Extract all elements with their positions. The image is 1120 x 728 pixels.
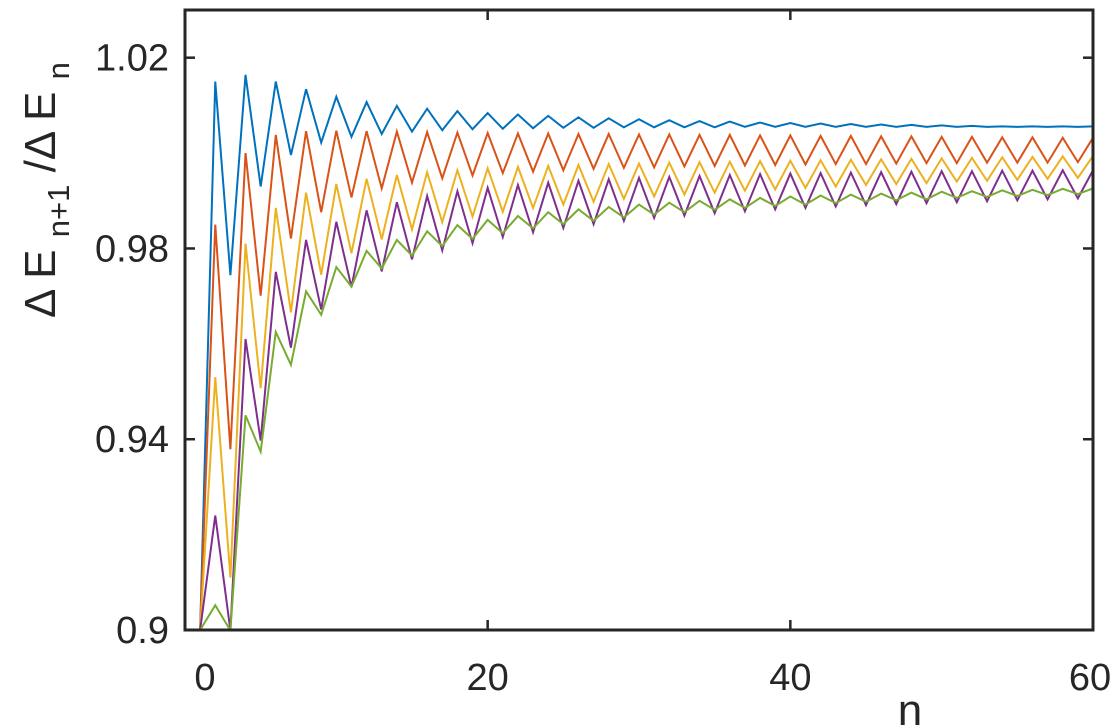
series-line-5 [199,187,1093,630]
svg-text:Δ E n+1 /Δ E: Δ E n+1 /Δ E n [16,62,79,318]
series-line-1 [199,74,1093,630]
y-tick-label-4: 1.02 [95,38,169,80]
series-line-3 [199,154,1093,630]
y-axis-label-denominator-subscript: n [41,62,76,79]
series-line-4 [199,168,1093,630]
y-axis-label-separator: /Δ E [16,92,65,173]
y-tick-label-1: 0.9 [116,610,169,652]
x-tick-label-2: 20 [467,657,509,699]
y-axis-label: Δ E n+1 /Δ E n [16,62,79,318]
x-tick-label-1: 0 [194,657,215,699]
x-axis-label: n [898,686,922,728]
y-tick-labels: 0.9 0.94 0.98 1.02 [95,38,169,652]
series-line-2 [199,127,1093,630]
plot-frame [183,8,1095,632]
series-layer [199,74,1093,630]
y-axis-label-prefix: Δ E [16,249,65,318]
x-tick-labels: 0 20 40 60 [194,657,1111,699]
y-tick-label-2: 0.94 [95,419,169,461]
y-axis-label-numerator-subscript: n+1 [41,185,76,238]
plot-area-background [185,10,1093,630]
y-tick-label-3: 0.98 [95,228,169,270]
x-tick-label-4: 60 [1069,657,1111,699]
x-tick-label-3: 40 [769,657,811,699]
